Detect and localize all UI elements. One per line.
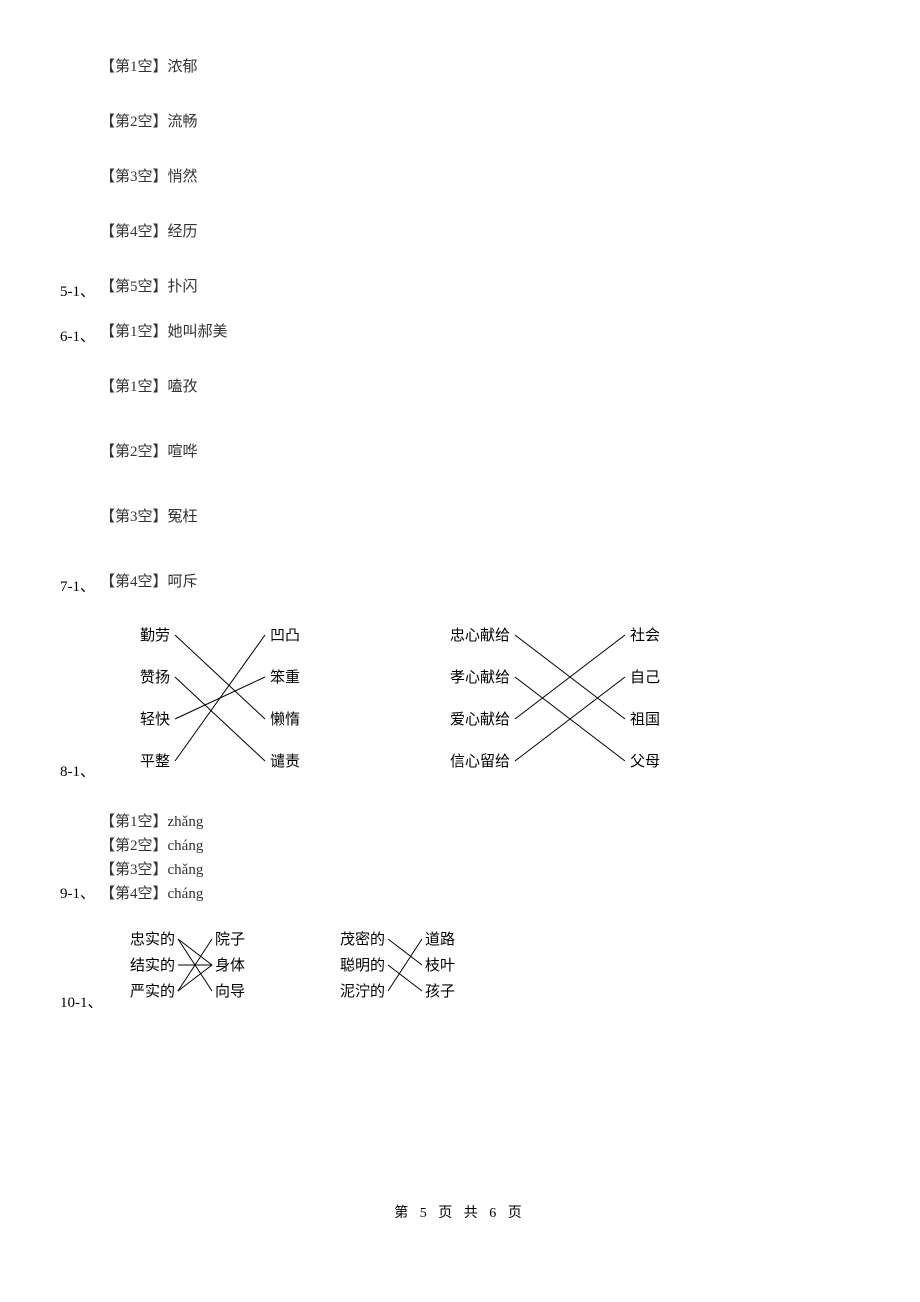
svg-text:泥泞的: 泥泞的 — [340, 983, 385, 1000]
q7-answer-1: 【第1空】嗑孜 — [100, 380, 860, 395]
page: 【第1空】浓郁 【第2空】流畅 【第3空】悄然 【第4空】经历 5-1、 【第5… — [0, 0, 920, 1302]
svg-text:勤劳: 勤劳 — [140, 627, 170, 644]
slot-value: 悄然 — [168, 169, 198, 185]
q5-label: 5-1、 — [60, 280, 95, 301]
svg-text:院子: 院子 — [215, 930, 245, 948]
svg-text:爱心献给: 爱心献给 — [450, 711, 510, 728]
svg-text:道路: 道路 — [425, 931, 455, 948]
q9-answer-1: 【第1空】zhǎng — [100, 810, 860, 834]
slot-label: 【第1空】 — [100, 59, 168, 75]
slot-value: 嗑孜 — [168, 379, 198, 395]
slot-value: 呵斥 — [168, 574, 198, 590]
q10-diagram-right: 茂密的 道路聪明的 枝叶泥泞的 孩子 — [310, 926, 480, 1016]
slot-value: 扑闪 — [168, 279, 198, 295]
q5-block: 【第1空】浓郁 【第2空】流畅 【第3空】悄然 【第4空】经历 5-1、 【第5… — [60, 60, 860, 295]
q10-diagrams: 忠实的 院子结实的 身体严实的 向导 茂密的 道路聪明的 枝叶泥泞的 孩子 — [100, 926, 860, 1016]
svg-text:轻快: 轻快 — [140, 711, 170, 728]
q7-block: 【第1空】嗑孜 【第2空】喧哗 【第3空】冤枉 7-1、 【第4空】呵斥 — [60, 380, 860, 590]
svg-text:向导: 向导 — [215, 983, 245, 1000]
slot-label: 【第3空】 — [100, 509, 168, 525]
svg-text:忠实的: 忠实的 — [130, 931, 175, 948]
q9-label: 9-1、 — [60, 882, 95, 903]
slot-label: 【第2空】 — [100, 838, 168, 854]
slot-label: 【第4空】 — [100, 886, 168, 902]
slot-value: 喧哗 — [168, 444, 198, 460]
svg-text:父母: 父母 — [630, 753, 660, 770]
slot-label: 【第2空】 — [100, 114, 168, 130]
q5-answer-4: 【第4空】经历 — [100, 225, 860, 240]
svg-text:孝心献给: 孝心献给 — [450, 669, 510, 686]
q5-answer-2: 【第2空】流畅 — [100, 115, 860, 130]
slot-label: 【第3空】 — [100, 862, 168, 878]
slot-label: 【第1空】 — [100, 324, 168, 340]
q10-label: 10-1、 — [60, 991, 103, 1012]
slot-label: 【第4空】 — [100, 224, 168, 240]
q7-answer-2: 【第2空】喧哗 — [100, 445, 860, 460]
page-footer: 第 5 页 共 6 页 — [0, 1202, 920, 1222]
q7-answer-4: 【第4空】呵斥 — [100, 575, 860, 590]
q7-label: 7-1、 — [60, 575, 95, 596]
q5-answer-5: 【第5空】扑闪 — [100, 280, 860, 295]
svg-text:谴责: 谴责 — [270, 753, 300, 770]
slot-label: 【第4空】 — [100, 574, 168, 590]
slot-label: 【第3空】 — [100, 169, 168, 185]
svg-text:严实的: 严实的 — [130, 983, 175, 1000]
slot-value: 浓郁 — [168, 59, 198, 75]
svg-text:赞扬: 赞扬 — [140, 669, 170, 686]
q6-answer-1: 【第1空】她叫郝美 — [100, 325, 860, 340]
svg-text:聪明的: 聪明的 — [340, 957, 385, 974]
q9-block: 9-1、 【第1空】zhǎng 【第2空】cháng 【第3空】chǎng 【第… — [60, 810, 860, 906]
svg-text:社会: 社会 — [630, 627, 660, 644]
svg-text:祖国: 祖国 — [630, 711, 660, 728]
slot-label: 【第1空】 — [100, 814, 168, 830]
q10-block: 10-1、 忠实的 院子结实的 身体严实的 向导 茂密的 道路聪明的 枝叶泥泞的 孩子 — [60, 926, 860, 1016]
slot-label: 【第5空】 — [100, 279, 168, 295]
slot-value: 她叫郝美 — [168, 324, 228, 340]
slot-label: 【第1空】 — [100, 379, 168, 395]
svg-text:信心留给: 信心留给 — [450, 753, 510, 770]
q5-answer-3: 【第3空】悄然 — [100, 170, 860, 185]
svg-text:懒惰: 懒惰 — [270, 711, 300, 728]
q5-answer-1: 【第1空】浓郁 — [100, 60, 860, 75]
q8-diagram-left: 勤劳 凹凸赞扬 笨重轻快 懒惰平整 谴责 — [100, 620, 330, 790]
q8-block: 8-1、 勤劳 凹凸赞扬 笨重轻快 懒惰平整 谴责 忠心献给 社会孝心献给 自己爱心献给 祖国… — [60, 620, 860, 790]
svg-text:身体: 身体 — [215, 957, 245, 974]
slot-value: 经历 — [168, 224, 198, 240]
svg-text:孩子: 孩子 — [425, 983, 455, 1000]
svg-text:茂密的: 茂密的 — [340, 931, 385, 948]
svg-text:结实的: 结实的 — [130, 957, 175, 974]
slot-value: 冤枉 — [168, 509, 198, 525]
q9-answer-2: 【第2空】cháng — [100, 834, 860, 858]
slot-value: 流畅 — [168, 114, 198, 130]
q7-answer-3: 【第3空】冤枉 — [100, 510, 860, 525]
q10-diagram-left: 忠实的 院子结实的 身体严实的 向导 — [100, 926, 270, 1016]
slot-label: 【第2空】 — [100, 444, 168, 460]
q6-block: 6-1、 【第1空】她叫郝美 — [60, 325, 860, 340]
svg-text:平整: 平整 — [140, 753, 170, 770]
slot-value: chǎng — [168, 862, 204, 878]
q8-label: 8-1、 — [60, 760, 95, 781]
q8-diagram-right: 忠心献给 社会孝心献给 自己爱心献给 祖国信心留给 父母 — [410, 620, 690, 790]
q9-answer-4: 【第4空】cháng — [100, 882, 860, 906]
svg-text:自己: 自己 — [630, 669, 660, 686]
slot-value: zhǎng — [168, 814, 204, 830]
q6-label: 6-1、 — [60, 325, 95, 346]
q8-diagrams: 勤劳 凹凸赞扬 笨重轻快 懒惰平整 谴责 忠心献给 社会孝心献给 自己爱心献给 祖国信心留给 父… — [100, 620, 860, 790]
slot-value: cháng — [168, 838, 204, 854]
svg-text:枝叶: 枝叶 — [425, 957, 455, 974]
svg-text:凹凸: 凹凸 — [270, 628, 300, 644]
svg-text:忠心献给: 忠心献给 — [450, 627, 510, 644]
q9-answer-3: 【第3空】chǎng — [100, 858, 860, 882]
svg-text:笨重: 笨重 — [270, 669, 300, 686]
slot-value: cháng — [168, 886, 204, 902]
